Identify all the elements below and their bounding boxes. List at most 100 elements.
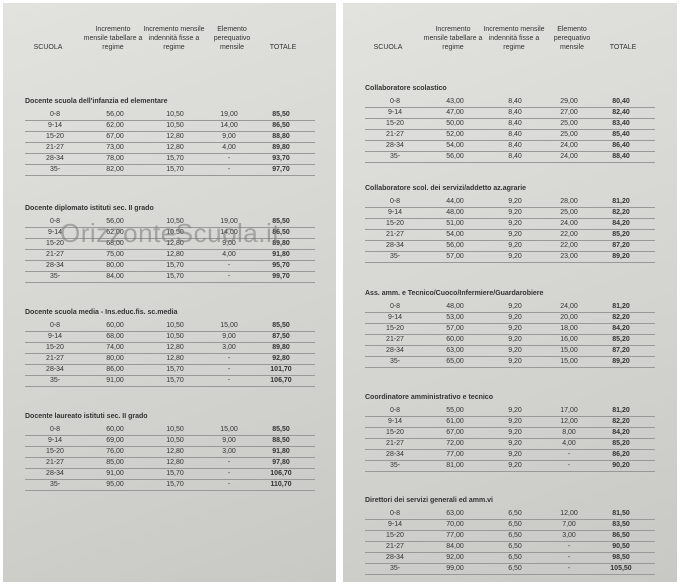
- amount-cell: 85,40: [612, 131, 630, 138]
- table-row: 0-8 56,00 10,50 19,00 85,50: [25, 110, 315, 121]
- section-title: Ass. amm. e Tecnico/Cuoco/Infermiere/Gua…: [365, 290, 544, 297]
- amount-cell: 8,40: [508, 109, 522, 116]
- amount-cell: 57,00: [446, 325, 464, 332]
- table-row: 0-8 56,00 10,50 19,00 85,50: [25, 217, 315, 228]
- column-header: Incremento mensile tabellare a regime: [83, 26, 143, 51]
- amount-cell: -: [227, 481, 231, 488]
- seniority-band: 35-: [389, 153, 401, 160]
- amount-cell: 12,80: [166, 133, 184, 140]
- amount-cell: 106,70: [270, 470, 292, 477]
- amount-cell: 9,20: [508, 336, 522, 343]
- amount-cell: 91,00: [106, 377, 124, 384]
- amount-cell: 83,40: [612, 120, 630, 127]
- seniority-band: 35-: [49, 377, 61, 384]
- amount-cell: 15,70: [166, 273, 184, 280]
- table-row: 35- 56,00 8,40 24,00 88,40: [365, 152, 655, 163]
- table-row: 28-34 63,00 9,20 15,00 87,20: [365, 346, 655, 357]
- amount-cell: 86,50: [612, 532, 630, 539]
- table-row: 35- 91,00 15,70 - 106,70: [25, 376, 315, 387]
- table-row: 0-8 60,00 10,50 15,00 85,50: [25, 425, 315, 436]
- table-row: 28-34 78,00 15,70 - 93,70: [25, 154, 315, 165]
- amount-cell: 68,00: [106, 333, 124, 340]
- amount-cell: 6,50: [508, 521, 522, 528]
- amount-cell: 84,20: [612, 220, 630, 227]
- seniority-band: 0-8: [49, 218, 61, 225]
- table-row: 28-34 77,00 9,20 - 86,20: [365, 450, 655, 461]
- amount-cell: 81,50: [612, 510, 630, 517]
- amount-cell: 12,80: [166, 448, 184, 455]
- amount-cell: 8,40: [508, 98, 522, 105]
- amount-cell: 12,00: [560, 418, 578, 425]
- seniority-band: 35-: [49, 166, 61, 173]
- amount-cell: 6,50: [508, 565, 522, 572]
- amount-cell: 82,20: [612, 209, 630, 216]
- table-row: 0-8 48,00 9,20 24,00 81,20: [365, 302, 655, 313]
- amount-cell: 68,00: [106, 240, 124, 247]
- amount-cell: 91,80: [272, 251, 290, 258]
- amount-cell: 106,70: [270, 377, 292, 384]
- seniority-band: 15-20: [46, 448, 64, 455]
- amount-cell: 10,50: [166, 322, 184, 329]
- table-row: 9-14 68,00 10,50 9,00 87,50: [25, 332, 315, 343]
- table-row: 21-27 84,00 6,50 - 90,50: [365, 542, 655, 553]
- seniority-band: 0-8: [49, 111, 61, 118]
- amount-cell: 85,50: [272, 426, 290, 433]
- amount-cell: 9,20: [508, 231, 522, 238]
- amount-cell: 77,00: [446, 451, 464, 458]
- amount-cell: 63,00: [446, 510, 464, 517]
- seniority-band: 28-34: [386, 142, 404, 149]
- amount-cell: 88,50: [272, 437, 290, 444]
- amount-cell: -: [227, 262, 231, 269]
- table-row: 15-20 76,00 12,80 3,00 91,80: [25, 447, 315, 458]
- amount-cell: 9,20: [508, 407, 522, 414]
- amount-cell: 85,00: [106, 459, 124, 466]
- amount-cell: 8,40: [508, 142, 522, 149]
- amount-cell: 18,00: [560, 325, 578, 332]
- amount-cell: 10,50: [166, 333, 184, 340]
- seniority-band: 21-27: [386, 440, 404, 447]
- amount-cell: 9,20: [508, 303, 522, 310]
- amount-cell: 9,20: [508, 242, 522, 249]
- seniority-band: 0-8: [389, 98, 401, 105]
- table-row: 21-27 60,00 9,20 16,00 85,20: [365, 335, 655, 346]
- amount-cell: 72,00: [446, 440, 464, 447]
- amount-cell: 75,00: [106, 251, 124, 258]
- amount-cell: 52,00: [446, 131, 464, 138]
- amount-cell: 80,00: [106, 355, 124, 362]
- amount-cell: 77,00: [446, 532, 464, 539]
- amount-cell: 9,20: [508, 220, 522, 227]
- seniority-band: 0-8: [389, 510, 401, 517]
- amount-cell: 82,00: [106, 166, 124, 173]
- seniority-band: 9-14: [387, 314, 402, 321]
- amount-cell: 9,20: [508, 314, 522, 321]
- amount-cell: 15,00: [560, 358, 578, 365]
- amount-cell: -: [567, 554, 571, 561]
- table-row: 21-27 73,00 12,80 4,00 89,80: [25, 143, 315, 154]
- amount-cell: 82,40: [612, 109, 630, 116]
- table-row: 15-20 51,00 9,20 24,00 84,20: [365, 219, 655, 230]
- amount-cell: 9,20: [508, 347, 522, 354]
- amount-cell: 12,80: [166, 144, 184, 151]
- table-row: 35- 57,00 9,20 23,00 89,20: [365, 252, 655, 263]
- amount-cell: 88,80: [272, 133, 290, 140]
- table-row: 15-20 74,00 12,80 3,00 89,80: [25, 343, 315, 354]
- amount-cell: 84,20: [612, 325, 630, 332]
- seniority-band: 9-14: [387, 109, 402, 116]
- amount-cell: 47,00: [446, 109, 464, 116]
- amount-cell: 98,50: [612, 554, 630, 561]
- amount-cell: 3,00: [562, 532, 576, 539]
- seniority-band: 28-34: [386, 554, 404, 561]
- amount-cell: 92,00: [446, 554, 464, 561]
- amount-cell: 43,00: [446, 98, 464, 105]
- amount-cell: 8,00: [562, 429, 576, 436]
- amount-cell: 14,00: [220, 229, 238, 236]
- amount-cell: 12,80: [166, 459, 184, 466]
- section-title: Collaboratore scolastico: [365, 85, 447, 92]
- amount-cell: 9,20: [508, 418, 522, 425]
- section-title: Collaboratore scol. dei servizi/addetto …: [365, 185, 527, 192]
- amount-cell: 87,20: [612, 347, 630, 354]
- amount-cell: 73,00: [106, 144, 124, 151]
- amount-cell: 9,20: [508, 429, 522, 436]
- amount-cell: 86,50: [272, 122, 290, 129]
